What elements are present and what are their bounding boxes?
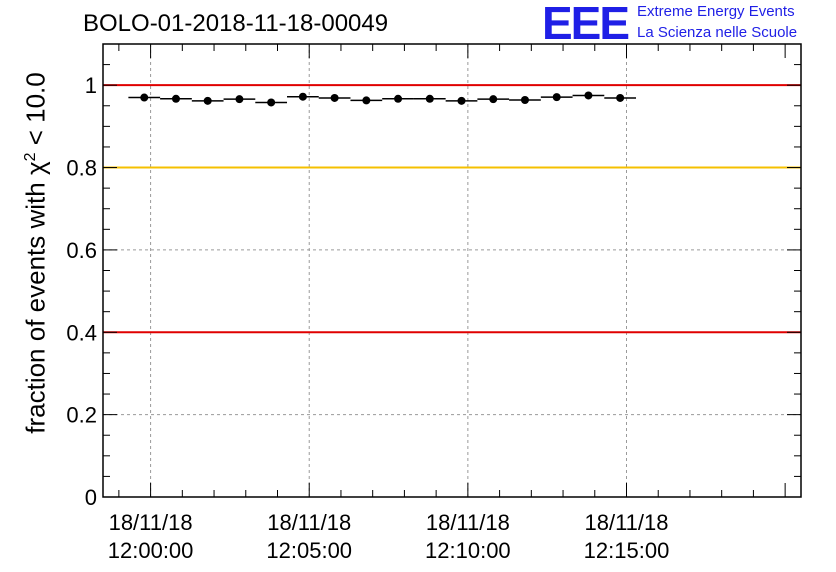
data-point [616, 93, 625, 102]
eee-logo-icon: EEE [542, 0, 630, 49]
y-tick-label: 0 [85, 485, 97, 510]
y-tick-label: 0.6 [66, 238, 97, 263]
x-tick-label-time: 12:00:00 [108, 538, 194, 563]
x-tick-label-date: 18/11/18 [584, 510, 668, 535]
data-point [203, 96, 212, 105]
x-tick-label-time: 12:15:00 [584, 538, 670, 563]
data-point [457, 96, 466, 105]
data-point [330, 93, 339, 102]
x-tick-label-date: 18/11/18 [426, 510, 510, 535]
data-point [267, 98, 276, 107]
data-point [520, 96, 529, 105]
plot-frame [102, 43, 802, 498]
x-tick-label-date: 18/11/18 [109, 510, 193, 535]
data-point [298, 92, 307, 101]
data-point [140, 93, 149, 102]
data-point [425, 94, 434, 103]
y-tick-label: 1 [85, 73, 97, 98]
chart-title: BOLO-01-2018-11-18-00049 [83, 10, 389, 37]
data-point [235, 95, 244, 104]
y-tick-label: 0.4 [66, 320, 97, 345]
logo-text-line1: Extreme Energy Events [637, 3, 795, 20]
y-tick-label: 0.8 [66, 156, 97, 181]
y-tick-label: 0.2 [66, 403, 97, 428]
x-tick-label-time: 12:10:00 [425, 538, 511, 563]
logo-text-line2: La Scienza nelle Scuole [637, 24, 798, 41]
data-point [362, 96, 371, 105]
data-point [394, 94, 403, 103]
data-point [171, 94, 180, 103]
data-point [489, 95, 498, 104]
data-point [552, 93, 561, 102]
x-tick-label-time: 12:05:00 [266, 538, 352, 563]
x-tick-label-date: 18/11/18 [267, 510, 351, 535]
data-point [584, 91, 593, 100]
